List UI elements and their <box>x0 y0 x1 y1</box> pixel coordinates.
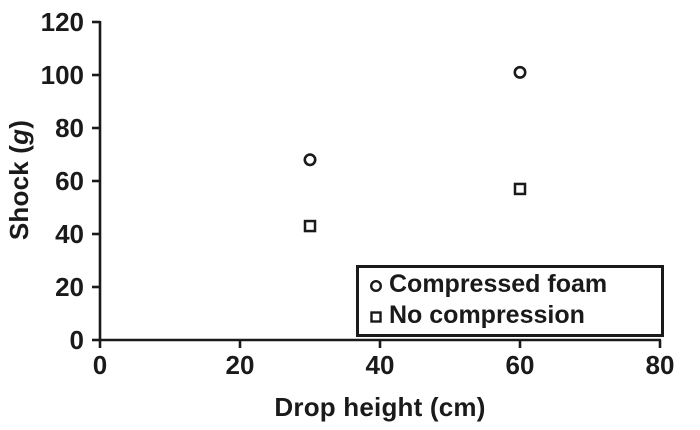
circle-marker-icon <box>369 279 383 292</box>
y-tick-label: 100 <box>41 60 84 90</box>
y-tick-label: 40 <box>55 219 84 249</box>
x-tick-label: 80 <box>646 350 675 380</box>
y-tick-label: 0 <box>70 325 84 355</box>
y-tick-label: 60 <box>55 166 84 196</box>
x-tick-label: 20 <box>226 350 255 380</box>
y-axis-title-italic-g: g <box>4 128 34 145</box>
x-axis-title: Drop height (cm) <box>274 392 486 422</box>
data-point-circle <box>303 153 317 167</box>
legend-item-compressed-foam: Compressed foam <box>366 269 657 300</box>
y-axis-title-text: Shock ( <box>4 144 34 241</box>
y-tick-label: 80 <box>55 113 84 143</box>
data-point-circle <box>513 65 527 79</box>
y-tick-label: 20 <box>55 272 84 302</box>
legend-label-no-compression: No compression <box>389 301 585 329</box>
legend-label-compressed-foam: Compressed foam <box>389 270 608 298</box>
x-tick-label: 0 <box>93 350 107 380</box>
legend-item-no-compression: No compression <box>366 300 657 331</box>
x-tick-label: 60 <box>506 350 535 380</box>
data-point-square <box>513 182 527 196</box>
y-axis-title: Shock (g) <box>4 10 40 350</box>
x-tick-label: 40 <box>366 350 395 380</box>
square-marker-icon <box>370 310 382 323</box>
data-point-square <box>303 219 317 233</box>
y-axis-title-close-paren: ) <box>4 119 34 129</box>
legend: Compressed foam No compression <box>356 265 664 337</box>
y-tick-label: 120 <box>41 7 84 37</box>
